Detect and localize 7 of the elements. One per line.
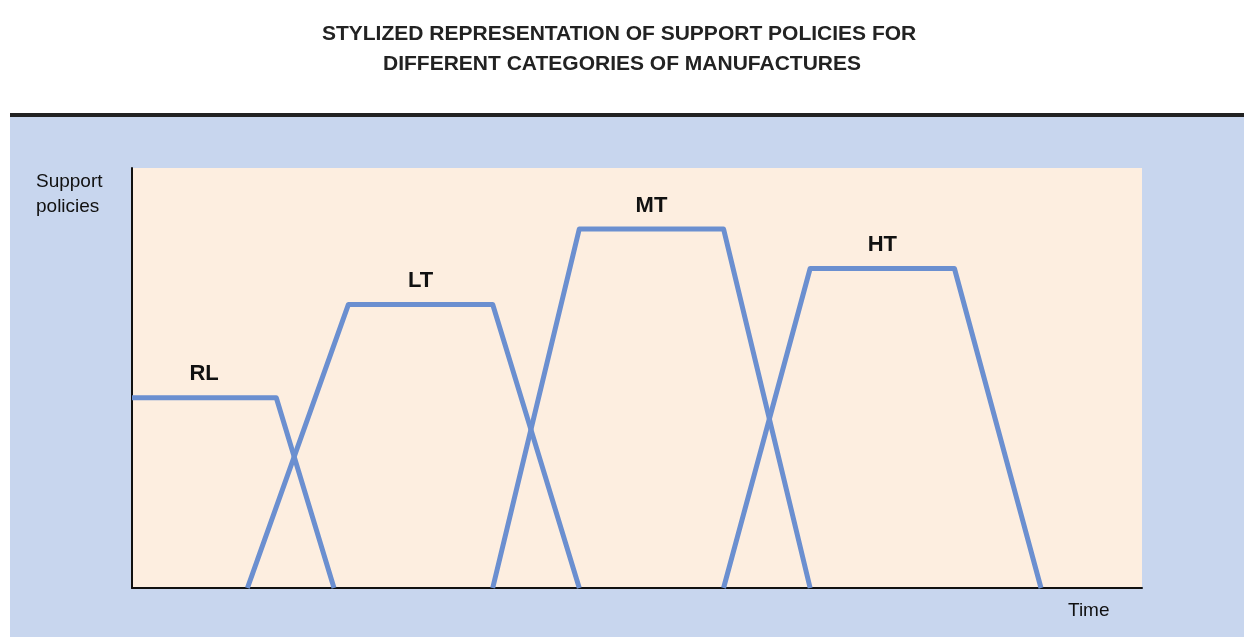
series-label: MT	[635, 191, 668, 217]
series-label: RL	[189, 360, 219, 386]
x-axis-title: Time	[1068, 599, 1110, 620]
series-label: HT	[867, 231, 898, 257]
series-label: LT	[407, 266, 434, 292]
chart-title: STYLIZED REPRESENTATION OF SUPPORT POLICIES FOR DIFFERENT CATEGORIES OF MANUFACTURES	[321, 20, 923, 74]
y-axis-title: Support policies	[36, 170, 108, 216]
